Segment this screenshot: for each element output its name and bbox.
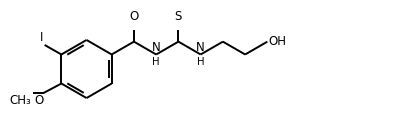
- Text: OH: OH: [268, 35, 286, 48]
- Text: O: O: [129, 10, 138, 23]
- Text: I: I: [40, 31, 43, 44]
- Text: O: O: [34, 94, 43, 107]
- Text: H: H: [152, 57, 160, 67]
- Text: CH₃: CH₃: [10, 94, 31, 107]
- Text: N: N: [152, 41, 160, 54]
- Text: S: S: [174, 10, 182, 23]
- Text: H: H: [196, 57, 204, 67]
- Text: N: N: [196, 41, 205, 54]
